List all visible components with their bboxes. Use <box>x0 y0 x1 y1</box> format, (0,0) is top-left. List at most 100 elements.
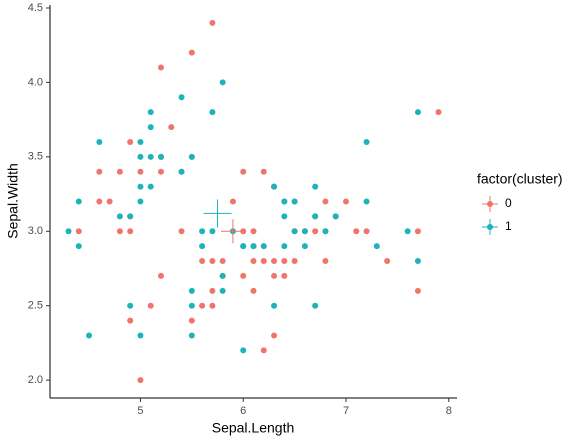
point <box>322 198 329 205</box>
point <box>281 243 288 250</box>
point <box>147 124 154 131</box>
point <box>96 138 103 145</box>
point <box>209 228 216 235</box>
point <box>435 109 442 116</box>
point <box>240 168 247 175</box>
point <box>199 302 206 309</box>
x-tick-label: 5 <box>137 405 143 417</box>
point <box>199 243 206 250</box>
point <box>209 302 216 309</box>
point <box>240 347 247 354</box>
legend-title: factor(cluster) <box>477 171 563 187</box>
point <box>158 168 164 175</box>
y-tick-label: 3.5 <box>28 151 43 163</box>
point <box>65 228 72 235</box>
point <box>106 198 113 205</box>
y-tick-label: 4.5 <box>28 2 43 14</box>
point <box>301 228 308 235</box>
point <box>188 153 195 160</box>
point <box>137 138 144 145</box>
point <box>271 272 278 279</box>
point <box>188 49 195 56</box>
point <box>281 258 288 265</box>
y-tick-label: 3.0 <box>28 225 43 237</box>
point <box>127 213 134 220</box>
point <box>209 19 216 26</box>
point <box>240 272 247 279</box>
point <box>281 198 288 205</box>
point <box>219 272 226 279</box>
point <box>199 258 206 265</box>
point <box>260 243 267 250</box>
point <box>291 198 298 205</box>
point <box>250 228 257 235</box>
point <box>414 228 421 235</box>
point <box>229 198 236 205</box>
point <box>147 153 154 160</box>
point <box>158 64 164 71</box>
point <box>209 109 216 116</box>
point <box>414 258 421 265</box>
point <box>116 228 123 235</box>
point <box>301 243 308 250</box>
point <box>271 183 278 190</box>
x-tick-label: 8 <box>446 405 452 417</box>
point <box>322 258 329 265</box>
point <box>312 228 319 235</box>
point <box>332 213 339 220</box>
point <box>137 377 144 384</box>
point <box>137 168 144 175</box>
point <box>250 243 257 250</box>
legend-swatch <box>487 224 493 230</box>
point <box>158 153 164 160</box>
point <box>343 198 349 205</box>
point <box>96 168 103 175</box>
point <box>209 287 216 294</box>
point <box>219 79 226 86</box>
legend-swatch <box>487 201 493 207</box>
point <box>363 228 370 235</box>
point <box>384 258 391 265</box>
point <box>116 213 123 220</box>
point <box>178 168 185 175</box>
point <box>260 258 267 265</box>
point <box>178 228 185 235</box>
y-tick-label: 2.0 <box>28 374 43 386</box>
point <box>137 153 144 160</box>
point <box>168 124 175 131</box>
point <box>312 213 319 220</box>
point <box>127 317 134 324</box>
x-tick-label: 7 <box>343 405 349 417</box>
point <box>281 213 288 220</box>
point <box>75 198 82 205</box>
point <box>209 258 216 265</box>
y-tick-label: 4.0 <box>28 76 43 88</box>
point <box>127 302 134 309</box>
point <box>363 138 370 145</box>
point <box>312 302 319 309</box>
point <box>178 94 185 101</box>
point <box>250 258 257 265</box>
point <box>373 243 380 250</box>
legend-label: 1 <box>505 219 512 233</box>
x-axis-title: Sepal.Length <box>212 420 295 436</box>
point <box>281 272 288 279</box>
point <box>271 258 278 265</box>
point <box>137 198 144 205</box>
point <box>199 228 206 235</box>
point <box>271 302 278 309</box>
point <box>86 332 93 339</box>
point <box>147 183 154 190</box>
point <box>137 332 144 339</box>
point <box>250 287 257 294</box>
point <box>147 109 154 116</box>
point <box>404 228 411 235</box>
point <box>240 243 247 250</box>
point <box>137 183 144 190</box>
cluster-center <box>220 219 245 244</box>
point <box>96 198 103 205</box>
point <box>353 228 360 235</box>
point <box>271 332 278 339</box>
point <box>188 332 195 339</box>
